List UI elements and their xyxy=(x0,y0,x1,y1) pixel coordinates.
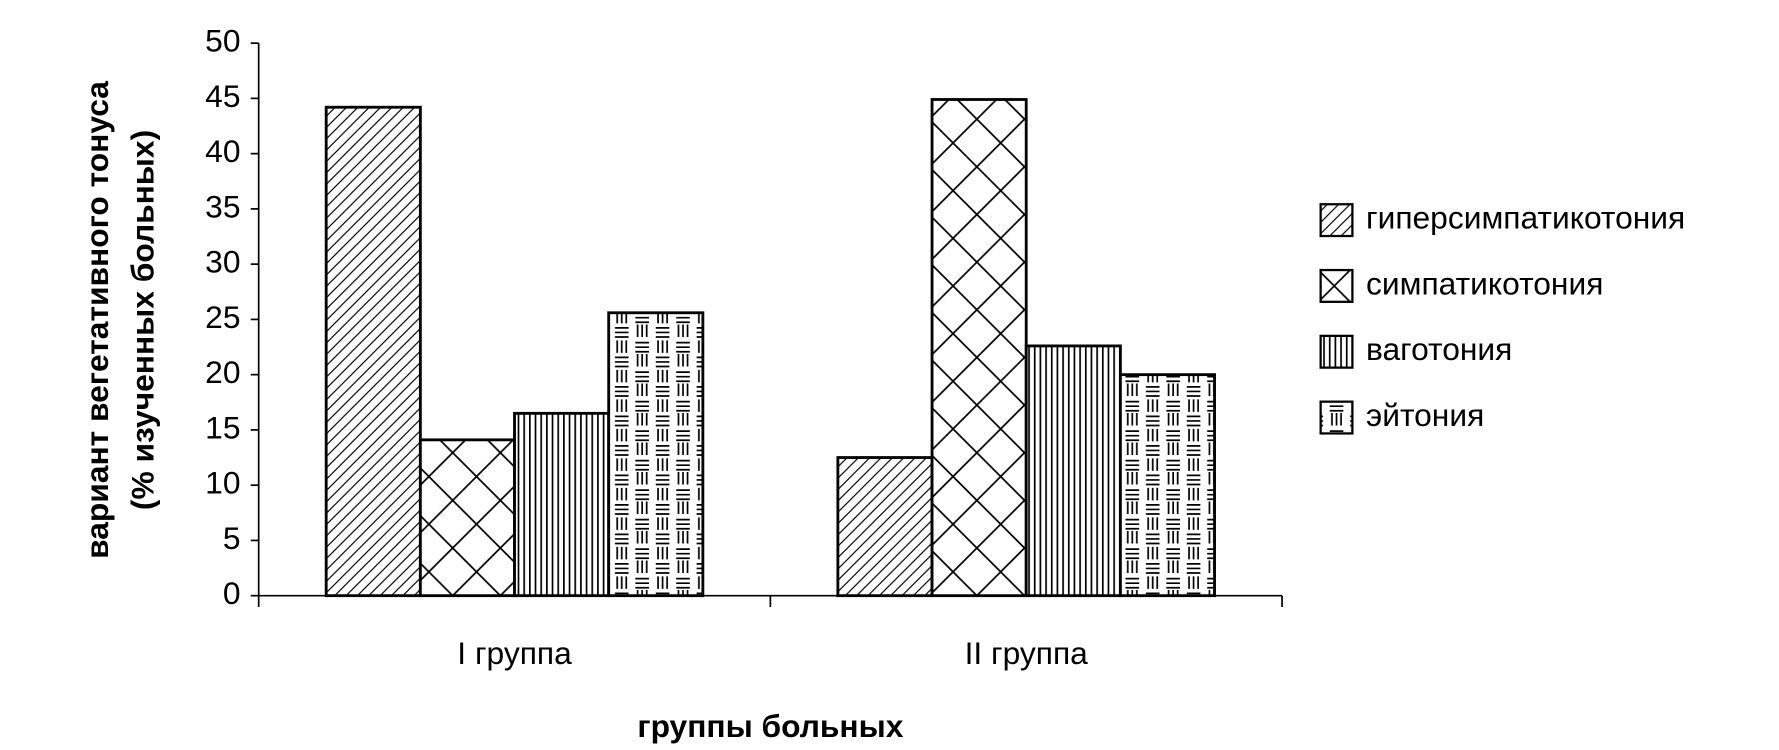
y-axis-title: вариант вегетативного тонуса xyxy=(79,81,115,559)
y-tick-label: 30 xyxy=(205,244,240,280)
y-tick-label: 40 xyxy=(205,133,240,169)
legend-label: гиперсимпатикотония xyxy=(1366,200,1685,236)
x-tick-label: II группа xyxy=(965,635,1089,671)
y-tick-label: 20 xyxy=(205,354,240,390)
legend-swatch xyxy=(1319,334,1354,369)
bar xyxy=(418,438,516,598)
bar xyxy=(836,456,934,598)
y-axis-title: (% изученных больных) xyxy=(125,130,161,510)
bar xyxy=(324,105,422,598)
legend-swatch xyxy=(1319,268,1354,303)
bar xyxy=(930,98,1028,598)
legend-swatch xyxy=(1319,203,1354,238)
y-tick-label: 25 xyxy=(205,299,240,335)
bar xyxy=(1118,373,1216,598)
y-tick-label: 0 xyxy=(223,575,241,611)
y-tick-label: 10 xyxy=(205,465,240,501)
y-tick-label: 5 xyxy=(223,520,241,556)
legend-label: симпатикотония xyxy=(1366,265,1603,301)
y-tick-label: 15 xyxy=(205,409,240,445)
bar xyxy=(1024,344,1122,598)
y-tick-label: 35 xyxy=(205,188,240,224)
legend-label: ваготония xyxy=(1366,331,1512,367)
legend-swatch xyxy=(1319,400,1354,435)
bar xyxy=(607,311,705,598)
x-axis-title: группы больных xyxy=(637,708,903,744)
legend-label: эйтония xyxy=(1366,397,1484,433)
y-tick-label: 50 xyxy=(205,23,240,59)
x-tick-label: I группа xyxy=(457,635,572,671)
y-tick-label: 45 xyxy=(205,78,240,114)
bar xyxy=(513,411,611,598)
